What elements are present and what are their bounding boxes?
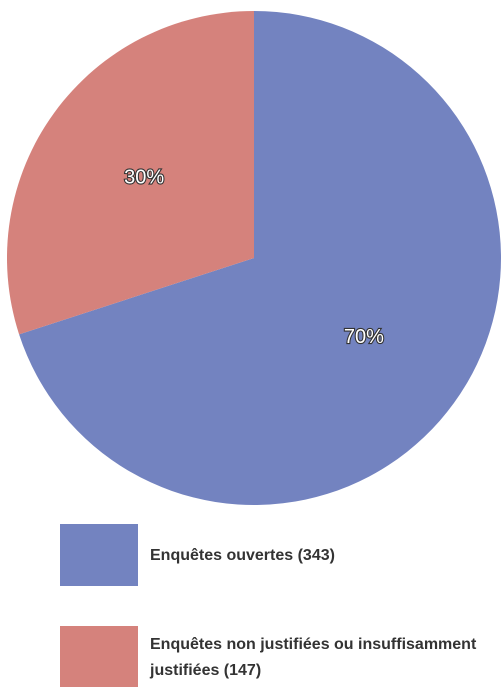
legend-label: Enquêtes ouvertes (343) — [150, 547, 335, 564]
data-label: 70% — [344, 326, 384, 348]
pie-slice — [19, 11, 501, 505]
data-label: 30% — [124, 166, 164, 188]
pie-slice — [6, 11, 254, 335]
pie-area: 70% 30% — [6, 11, 501, 505]
legend-label: Enquêtes non justifiées ou insuffisammen… — [150, 636, 477, 679]
legend-swatch — [60, 626, 138, 687]
legend-swatch — [60, 524, 138, 586]
